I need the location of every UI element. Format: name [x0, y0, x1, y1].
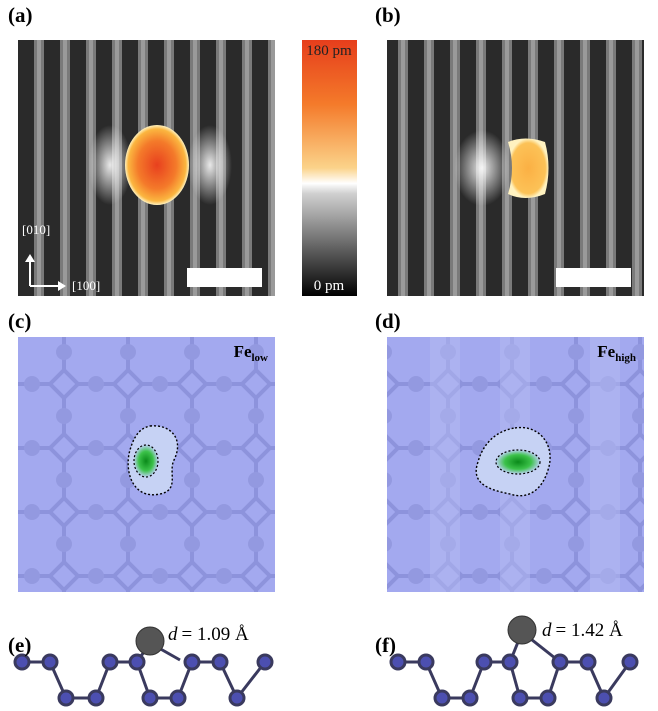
panel-label: (d) [375, 309, 401, 333]
stm-image-b [387, 40, 644, 296]
panel-label: (c) [8, 309, 31, 333]
panel-label: (f) [375, 633, 396, 657]
symbol: d [542, 620, 552, 641]
direction-label: [010] [22, 222, 50, 237]
colorbar-label: 0 pm [314, 278, 345, 294]
subscript: low [252, 352, 269, 364]
simulation-c: Felow [18, 337, 275, 592]
direction-label: [100] [72, 278, 100, 293]
distance: = 1.42 Å [556, 620, 623, 641]
stm-image-a: [010] [100] [18, 40, 275, 296]
panel-label: (e) [8, 633, 31, 657]
distance-label: d= 1.42 Å [542, 620, 623, 641]
colorbar-label: 180 pm [306, 43, 352, 59]
distance: = 1.09 Å [182, 624, 249, 645]
subscript: high [615, 352, 636, 364]
panel-label: (b) [375, 3, 401, 27]
simulation-d: Fehigh [387, 337, 644, 592]
colorbar: 180 pm 0 pm [302, 40, 357, 296]
figure: [010] [100] (a) 180 pm 0 pm (b) Felow (c… [0, 0, 658, 711]
element: Fe [597, 342, 615, 361]
panel-label: (a) [8, 3, 33, 27]
element: Fe [234, 342, 252, 361]
symbol: d [168, 624, 178, 645]
distance-label: d= 1.09 Å [168, 624, 249, 645]
